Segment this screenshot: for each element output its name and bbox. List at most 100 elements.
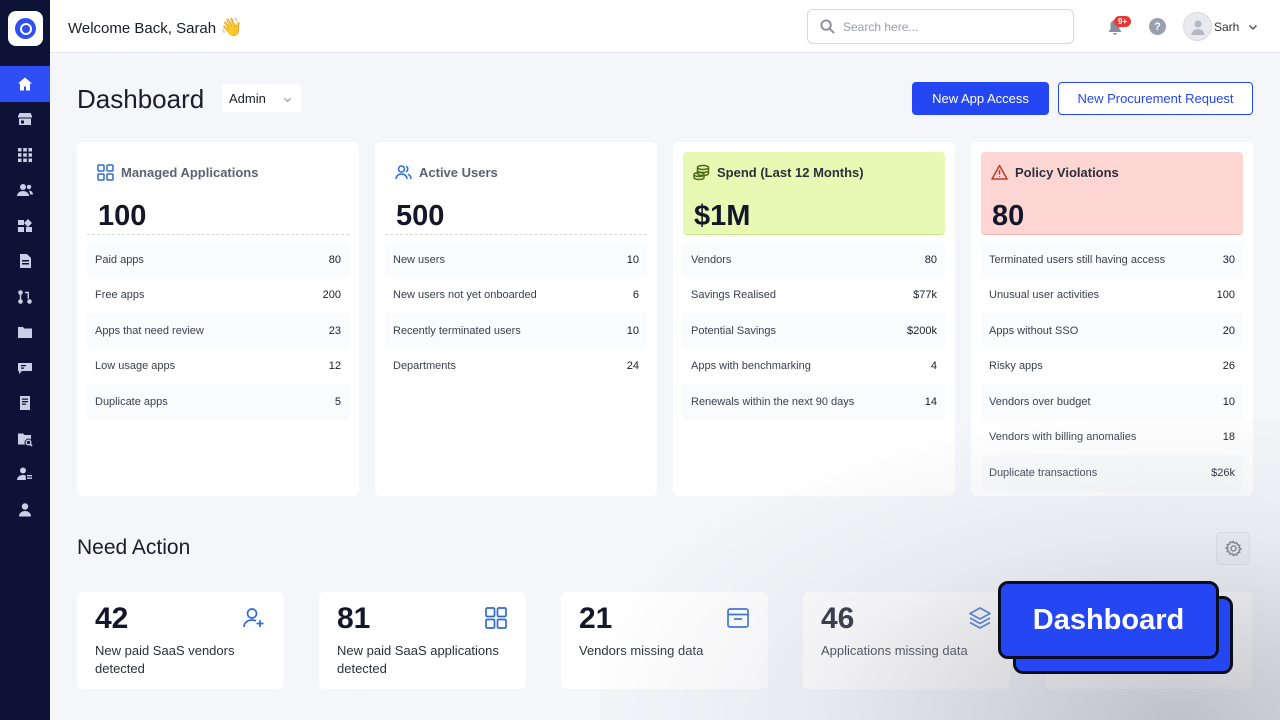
row-value: 80 (328, 253, 341, 266)
row-value: 5 (334, 395, 341, 408)
sidebar-item-account[interactable] (0, 492, 50, 528)
coins-icon (693, 164, 710, 181)
chevron-down-icon (1248, 24, 1258, 31)
users-icon (17, 184, 33, 197)
need-action-title: Need Action (77, 536, 191, 559)
row-label: Paid apps (95, 253, 144, 266)
row-label: New users (393, 253, 445, 266)
table-row[interactable]: Low usage apps 12 (87, 349, 349, 385)
users-icon (395, 165, 412, 180)
row-label: Unusual user activities (989, 289, 1100, 302)
sidebar-item-users[interactable] (0, 173, 50, 209)
new-app-access-button[interactable]: New App Access (912, 82, 1049, 115)
row-value: 18 (1222, 431, 1235, 444)
contract-icon (20, 396, 30, 411)
action-card-applications-missing-data[interactable]: 46 Applications missing data (803, 592, 1010, 689)
row-label: Vendors with billing anomalies (989, 431, 1137, 444)
table-row[interactable]: Paid apps 80 (87, 242, 349, 278)
user-menu-chevron[interactable] (1248, 19, 1258, 37)
archive-box-icon (727, 608, 749, 628)
sidebar-item-home[interactable] (0, 66, 50, 102)
sidebar-item-apps[interactable] (0, 137, 50, 173)
row-value: 10 (1222, 395, 1235, 408)
sidebar-nav (0, 66, 50, 528)
sidebar-item-user-settings[interactable] (0, 457, 50, 493)
action-count: 42 (95, 602, 129, 635)
logo-icon (15, 18, 36, 39)
card-label: Managed Applications (121, 165, 259, 180)
row-label: Vendors over budget (989, 395, 1091, 408)
sidebar-item-folders[interactable] (0, 315, 50, 351)
row-value: 23 (328, 324, 341, 337)
action-card-new-applications[interactable]: 81 New paid SaaS applications detected (319, 592, 526, 689)
help-button[interactable]: ? (1149, 18, 1166, 35)
wave-emoji: 👋 (220, 17, 243, 37)
table-row[interactable]: Apps with benchmarking 4 (683, 349, 945, 385)
gear-icon (1224, 540, 1242, 557)
role-select[interactable]: Admin (222, 84, 301, 112)
table-row[interactable]: Risky apps 26 (981, 349, 1243, 385)
avatar[interactable] (1183, 12, 1212, 41)
table-row[interactable]: Renewals within the next 90 days 14 (683, 384, 945, 420)
sidebar-item-documents[interactable] (0, 244, 50, 280)
user-name[interactable]: Sarh (1214, 20, 1240, 34)
row-value: 10 (626, 324, 639, 337)
table-row[interactable]: Departments 24 (385, 349, 647, 385)
table-row[interactable]: Recently terminated users 10 (385, 313, 647, 349)
table-row[interactable]: New users not yet onboarded 6 (385, 278, 647, 314)
action-description: Vendors missing data (579, 643, 704, 658)
sidebar-item-feedback[interactable] (0, 350, 50, 386)
row-value: 30 (1222, 253, 1235, 266)
welcome-message: Welcome Back, Sarah 👋 (68, 17, 243, 38)
action-icon (726, 606, 750, 630)
row-value: 20 (1222, 324, 1235, 337)
need-action-settings-button[interactable] (1216, 532, 1250, 565)
table-row[interactable]: Duplicate transactions $26k (981, 455, 1243, 491)
layers-icon (969, 607, 991, 629)
row-label: Apps that need review (95, 324, 204, 337)
table-row[interactable]: Vendors with billing anomalies 18 (981, 420, 1243, 456)
sidebar-item-contracts[interactable] (0, 386, 50, 422)
new-procurement-request-button[interactable]: New Procurement Request (1058, 82, 1253, 115)
table-row[interactable]: Free apps 200 (87, 278, 349, 314)
table-row[interactable]: Unusual user activities 100 (981, 278, 1243, 314)
search-box[interactable] (807, 9, 1074, 44)
app-logo[interactable] (8, 11, 43, 46)
sidebar-item-widgets[interactable] (0, 208, 50, 244)
policy-violations-card: Policy Violations 80 Terminated users st… (971, 142, 1253, 496)
table-row[interactable]: Vendors 80 (683, 242, 945, 278)
account-icon (19, 503, 31, 517)
apps-grid-icon (97, 164, 114, 181)
table-row[interactable]: Vendors over budget 10 (981, 384, 1243, 420)
table-row[interactable]: Terminated users still having access 30 (981, 242, 1243, 278)
card-value: $1M (694, 200, 751, 232)
user-avatar-icon (1191, 20, 1204, 35)
card-rows: Paid apps 80 Free apps 200 Apps that need … (87, 242, 349, 420)
row-label: Recently terminated users (393, 324, 521, 337)
table-row[interactable]: Potential Savings $200k (683, 313, 945, 349)
table-row[interactable]: Apps that need review 23 (87, 313, 349, 349)
card-label: Policy Violations (1015, 165, 1119, 180)
row-label: Renewals within the next 90 days (691, 395, 855, 408)
search-input[interactable] (843, 19, 1063, 34)
table-row[interactable]: Apps without SSO 20 (981, 313, 1243, 349)
table-row[interactable]: Savings Realised $77k (683, 278, 945, 314)
action-icon (484, 606, 508, 630)
row-label: Low usage apps (95, 360, 176, 373)
row-value: 24 (626, 360, 639, 373)
action-count: 46 (821, 602, 855, 635)
sidebar-item-store[interactable] (0, 102, 50, 138)
sidebar-item-folder-search[interactable] (0, 421, 50, 457)
row-value: 26 (1222, 360, 1235, 373)
sidebar (0, 0, 50, 720)
row-label: Risky apps (989, 360, 1043, 373)
notification-badge: 9+ (1114, 16, 1132, 27)
table-row[interactable]: Duplicate apps 5 (87, 384, 349, 420)
table-row[interactable]: New users 10 (385, 242, 647, 278)
row-value: 12 (328, 360, 341, 373)
action-card-new-vendors[interactable]: 42 New paid SaaS vendors detected (77, 592, 284, 689)
sidebar-item-workflows[interactable] (0, 279, 50, 315)
user-settings-icon (17, 467, 32, 481)
card-value: 80 (992, 200, 1025, 232)
action-card-vendors-missing-data[interactable]: 21 Vendors missing data (561, 592, 768, 689)
